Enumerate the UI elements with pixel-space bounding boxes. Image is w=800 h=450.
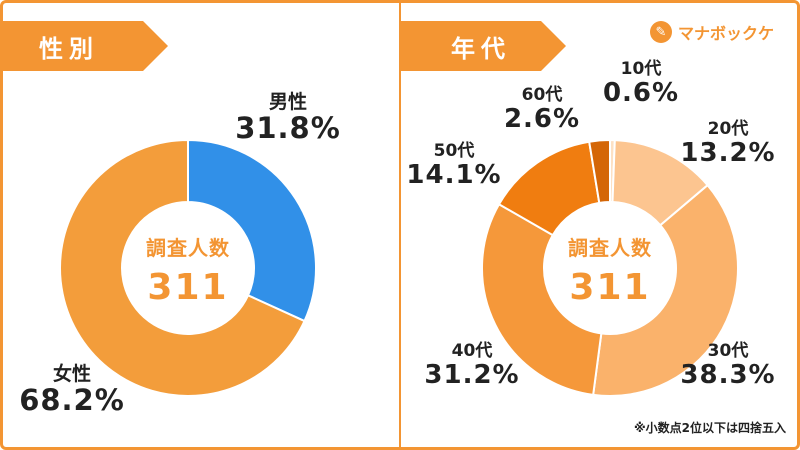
age-slice-5 — [588, 138, 611, 205]
slice-label-60s: 60代 2.6% — [503, 85, 581, 134]
slice-label-female: 女性 68.2% — [19, 363, 125, 417]
slice-label-50s: 50代 14.1% — [406, 141, 502, 190]
brand-mark-icon: ✎ — [649, 21, 672, 43]
age-panel-title: 年代 — [451, 34, 511, 63]
rounding-note: ※小数点2位以下は四捨五入 — [633, 421, 786, 435]
brand-logo: ✎ マナボックケ — [649, 20, 774, 44]
slice-label-male: 男性 31.8% — [235, 91, 341, 145]
center-label: 調査人数 — [568, 236, 652, 260]
age-center: 調査人数 311 — [550, 232, 670, 308]
gender-slice-1 — [59, 138, 306, 397]
center-count: 311 — [569, 267, 651, 308]
center-label: 調査人数 — [146, 236, 230, 260]
slice-label-30s: 30代 38.3% — [680, 341, 776, 390]
gender-panel-title: 性別 — [39, 34, 99, 63]
slice-label-10s: 10代 0.6% — [602, 59, 680, 108]
center-count: 311 — [147, 267, 229, 308]
tag-arrow-shape — [401, 21, 566, 71]
slice-label-40s: 40代 31.2% — [424, 341, 520, 390]
gender-panel-tag: 性別 — [3, 21, 168, 71]
brand-name: マナボックケ — [677, 24, 774, 43]
age-slice-3 — [481, 202, 603, 397]
tag-arrow-shape — [3, 21, 168, 71]
gender-slice-0 — [187, 138, 317, 323]
age-slice-2 — [592, 183, 739, 397]
panel-divider — [399, 0, 401, 450]
age-panel-tag: 年代 — [401, 21, 566, 71]
slice-label-20s: 20代 13.2% — [680, 119, 776, 168]
gender-center: 調査人数 311 — [128, 232, 248, 308]
